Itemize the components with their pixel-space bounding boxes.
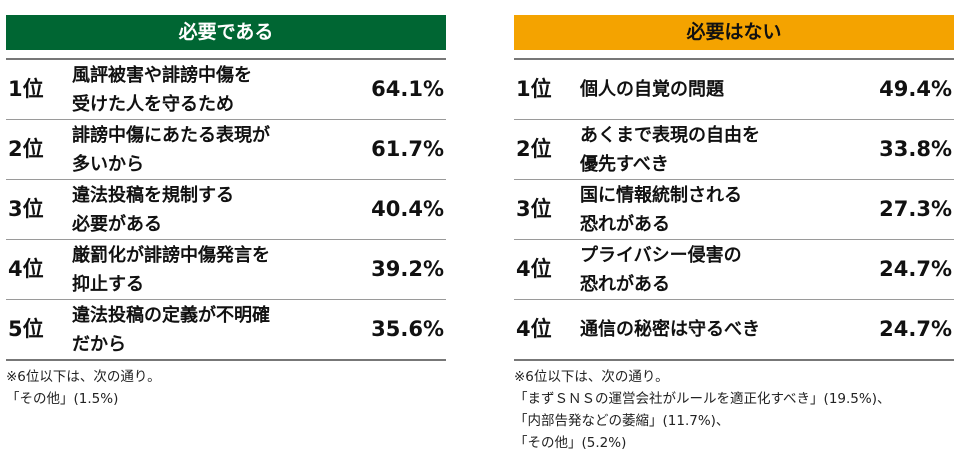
reason-label: 国に情報統制される 恐れがある: [580, 184, 742, 235]
rank-label: 1位: [516, 77, 552, 101]
ranking-row: 4位 プライバシー侵害の 恐れがある 24.7%: [514, 239, 954, 299]
percentage-value: 24.7%: [879, 257, 952, 281]
note-line: 「その他」(1.5%): [6, 391, 119, 407]
note-line: 「その他」(5.2%): [514, 435, 627, 451]
reason-label: 誹謗中傷にあたる表現が 多いから: [72, 124, 270, 175]
percentage-value: 40.4%: [371, 197, 444, 221]
ranking-row: 5位 違法投稿の定義が不明確 だから 35.6%: [6, 299, 446, 359]
rank-label: 2位: [8, 137, 44, 161]
percentage-value: 39.2%: [371, 257, 444, 281]
rank-label: 4位: [516, 317, 552, 341]
percentage-value: 49.4%: [879, 77, 952, 101]
reason-label: 風評被害や誹謗中傷を 受けた人を守るため: [72, 64, 252, 115]
reason-label: 通信の秘密は守るべき: [580, 319, 760, 340]
percentage-value: 35.6%: [371, 317, 444, 341]
note-line: ※6位以下は、次の通り。: [6, 369, 161, 385]
not-necessary-header: 必要はない: [514, 15, 954, 50]
reason-label: 違法投稿を規制する 必要がある: [72, 184, 234, 235]
rank-label: 4位: [516, 257, 552, 281]
rank-label: 4位: [8, 257, 44, 281]
ranking-row: 1位 風評被害や誹謗中傷を 受けた人を守るため 64.1%: [6, 60, 446, 119]
rank-label: 1位: [8, 77, 44, 101]
not-necessary-notes: ※6位以下は、次の通り。 「まずＳＮＳの運営会社がルールを適正化すべき」(19.…: [514, 366, 954, 454]
ranking-row: 4位 通信の秘密は守るべき 24.7%: [514, 299, 954, 359]
note-line: 「内部告発などの萎縮」(11.7%)、: [514, 413, 730, 429]
reason-label: 厳罰化が誹謗中傷発言を 抑止する: [72, 244, 270, 295]
rank-label: 2位: [516, 137, 552, 161]
not-necessary-panel: 必要はない 1位 個人の自覚の問題 49.4% 2位 あくまで表現の自由を 優先…: [514, 15, 954, 454]
ranking-row: 1位 個人の自覚の問題 49.4%: [514, 60, 954, 119]
reason-label: プライバシー侵害の 恐れがある: [580, 244, 742, 295]
ranking-row: 4位 厳罰化が誹謗中傷発言を 抑止する 39.2%: [6, 239, 446, 299]
reason-label: 違法投稿の定義が不明確 だから: [72, 304, 270, 355]
ranking-row: 3位 違法投稿を規制する 必要がある 40.4%: [6, 179, 446, 239]
necessary-panel: 必要である 1位 風評被害や誹謗中傷を 受けた人を守るため 64.1% 2位 誹…: [6, 15, 446, 410]
rank-label: 3位: [516, 197, 552, 221]
necessary-ranking-list: 1位 風評被害や誹謗中傷を 受けた人を守るため 64.1% 2位 誹謗中傷にあた…: [6, 58, 446, 361]
percentage-value: 24.7%: [879, 317, 952, 341]
percentage-value: 61.7%: [371, 137, 444, 161]
note-line: 「まずＳＮＳの運営会社がルールを適正化すべき」(19.5%)、: [514, 391, 891, 407]
reason-label: あくまで表現の自由を 優先すべき: [580, 124, 760, 175]
ranking-row: 2位 あくまで表現の自由を 優先すべき 33.8%: [514, 119, 954, 179]
ranking-row: 2位 誹謗中傷にあたる表現が 多いから 61.7%: [6, 119, 446, 179]
reason-label: 個人の自覚の問題: [580, 79, 724, 100]
not-necessary-ranking-list: 1位 個人の自覚の問題 49.4% 2位 あくまで表現の自由を 優先すべき 33…: [514, 58, 954, 361]
percentage-value: 27.3%: [879, 197, 952, 221]
necessary-header: 必要である: [6, 15, 446, 50]
percentage-value: 33.8%: [879, 137, 952, 161]
note-line: ※6位以下は、次の通り。: [514, 369, 669, 385]
ranking-row: 3位 国に情報統制される 恐れがある 27.3%: [514, 179, 954, 239]
rank-label: 3位: [8, 197, 44, 221]
rank-label: 5位: [8, 317, 44, 341]
necessary-notes: ※6位以下は、次の通り。 「その他」(1.5%): [6, 366, 446, 410]
percentage-value: 64.1%: [371, 77, 444, 101]
